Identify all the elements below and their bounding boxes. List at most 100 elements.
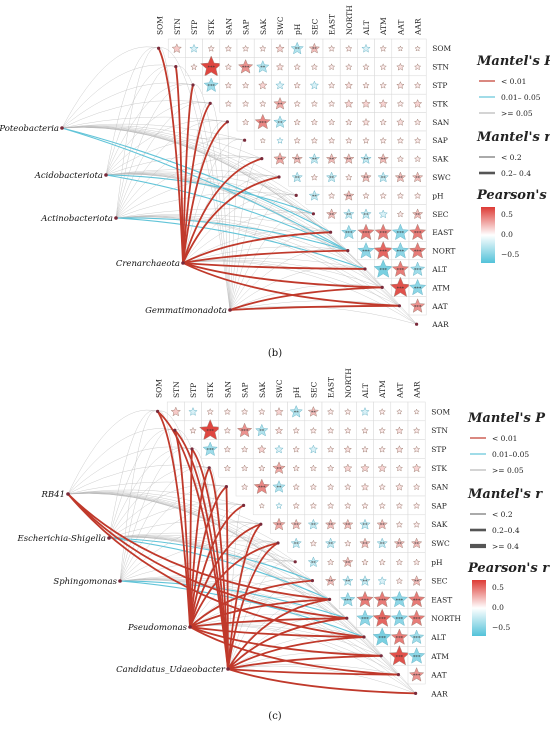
significance-mark: *** bbox=[413, 617, 421, 623]
mantel-link-weak bbox=[115, 102, 211, 219]
correlation-star bbox=[390, 628, 409, 645]
correlation-star bbox=[189, 43, 199, 53]
significance-mark: *** bbox=[258, 485, 266, 491]
significance-mark: *** bbox=[207, 84, 215, 90]
mantel-link-weak bbox=[108, 534, 296, 563]
significance-mark: ** bbox=[364, 176, 370, 182]
row-label-sak: SAK bbox=[432, 155, 449, 164]
column-label-sak: SAK bbox=[258, 381, 267, 398]
correlation-star bbox=[293, 136, 301, 144]
correlation-star bbox=[395, 482, 404, 491]
correlation-star bbox=[308, 444, 319, 454]
correlation-star bbox=[224, 63, 233, 71]
legend-mantel-p-item: >= 0.05 bbox=[501, 109, 533, 118]
mantel-link-strong bbox=[182, 121, 228, 264]
column-label-stp: STP bbox=[189, 383, 198, 398]
correlation-star bbox=[394, 171, 407, 183]
variable-node bbox=[243, 138, 247, 142]
legend-pearson-tick: 0.0 bbox=[501, 230, 513, 239]
column-label-stp: STP bbox=[190, 20, 199, 35]
significance-mark: ** bbox=[295, 47, 301, 53]
taxon-label: Gemmatimonadota bbox=[145, 306, 227, 316]
mantel-link-strong bbox=[182, 249, 348, 264]
correlation-star bbox=[378, 407, 386, 416]
legend-mantel-p-item: 0.01– 0.05 bbox=[501, 93, 541, 102]
correlation-star bbox=[359, 575, 371, 586]
mantel-link-strong bbox=[157, 47, 184, 264]
correlation-star bbox=[309, 80, 320, 90]
taxon-node bbox=[104, 173, 108, 177]
mantel-link-weak bbox=[182, 211, 314, 264]
correlation-star bbox=[253, 478, 271, 495]
mantel-link-strong bbox=[227, 523, 262, 670]
significance-mark: ** bbox=[415, 212, 421, 218]
correlation-star bbox=[326, 407, 335, 416]
correlation-star bbox=[258, 502, 266, 509]
correlation-star bbox=[407, 590, 426, 608]
correlation-star bbox=[240, 407, 249, 416]
mantel-link-weak bbox=[158, 47, 184, 264]
taxon-node bbox=[60, 126, 64, 130]
mantel-link-weak bbox=[108, 410, 158, 539]
significance-mark: *** bbox=[344, 598, 352, 604]
correlation-star bbox=[395, 426, 404, 435]
legend-mantel-r-item: < 0.2 bbox=[492, 510, 513, 519]
row-label-ph: pH bbox=[431, 558, 443, 567]
correlation-star bbox=[410, 537, 423, 549]
row-label-sap: SAP bbox=[431, 501, 447, 510]
mantel-link-weak bbox=[61, 116, 228, 129]
mantel-link-weak bbox=[227, 665, 416, 694]
correlation-star bbox=[342, 556, 354, 568]
mantel-link-moderate bbox=[105, 174, 314, 215]
column-label-atm: ATM bbox=[378, 380, 387, 399]
correlation-star bbox=[395, 501, 404, 510]
mantel-link-strong bbox=[225, 486, 229, 670]
correlation-star bbox=[198, 418, 222, 441]
correlation-star bbox=[326, 445, 335, 453]
correlation-star bbox=[378, 426, 386, 434]
mantel-link-weak bbox=[108, 428, 175, 539]
correlation-star bbox=[408, 629, 425, 645]
correlation-star bbox=[223, 407, 232, 416]
correlation-star bbox=[397, 45, 404, 52]
significance-mark: ** bbox=[397, 542, 403, 548]
correlation-star bbox=[359, 518, 371, 530]
taxon-label: Poteobacteria bbox=[0, 124, 59, 134]
mantel-link-weak bbox=[119, 558, 296, 582]
correlation-star bbox=[376, 537, 388, 549]
mantel-link-strong bbox=[189, 579, 313, 628]
correlation-star bbox=[372, 608, 392, 627]
correlation-star bbox=[223, 464, 232, 472]
correlation-star bbox=[379, 63, 387, 71]
variable-node bbox=[208, 101, 212, 105]
correlation-star bbox=[273, 115, 287, 129]
correlation-star bbox=[395, 558, 404, 566]
mantel-link-weak bbox=[182, 138, 245, 264]
significance-mark: *** bbox=[362, 231, 370, 237]
correlation-star bbox=[378, 98, 388, 108]
correlation-star bbox=[327, 44, 336, 52]
correlation-star bbox=[309, 483, 318, 491]
mantel-link-weak bbox=[227, 560, 296, 670]
correlation-star bbox=[310, 136, 319, 144]
correlation-star bbox=[276, 136, 284, 144]
correlation-star bbox=[326, 426, 335, 434]
correlation-star bbox=[372, 627, 392, 646]
correlation-star bbox=[362, 191, 370, 200]
mantel-link-weak bbox=[119, 579, 365, 638]
legend-pearson-title: Pearson's r bbox=[476, 188, 550, 203]
correlation-star bbox=[390, 609, 409, 627]
correlation-star bbox=[241, 44, 250, 52]
column-label-aar: AAR bbox=[414, 18, 423, 36]
correlation-star bbox=[308, 189, 321, 201]
significance-mark: ** bbox=[345, 579, 351, 585]
correlation-star bbox=[395, 445, 404, 454]
correlation-star bbox=[326, 464, 335, 472]
correlation-star bbox=[344, 98, 354, 108]
correlation-star bbox=[345, 44, 353, 52]
taxon-node bbox=[118, 579, 122, 583]
legend-mantel-p-title: Mantel's P bbox=[467, 411, 546, 426]
correlation-star bbox=[275, 80, 285, 90]
correlation-star bbox=[273, 152, 287, 165]
mantel-link-weak bbox=[227, 651, 382, 670]
